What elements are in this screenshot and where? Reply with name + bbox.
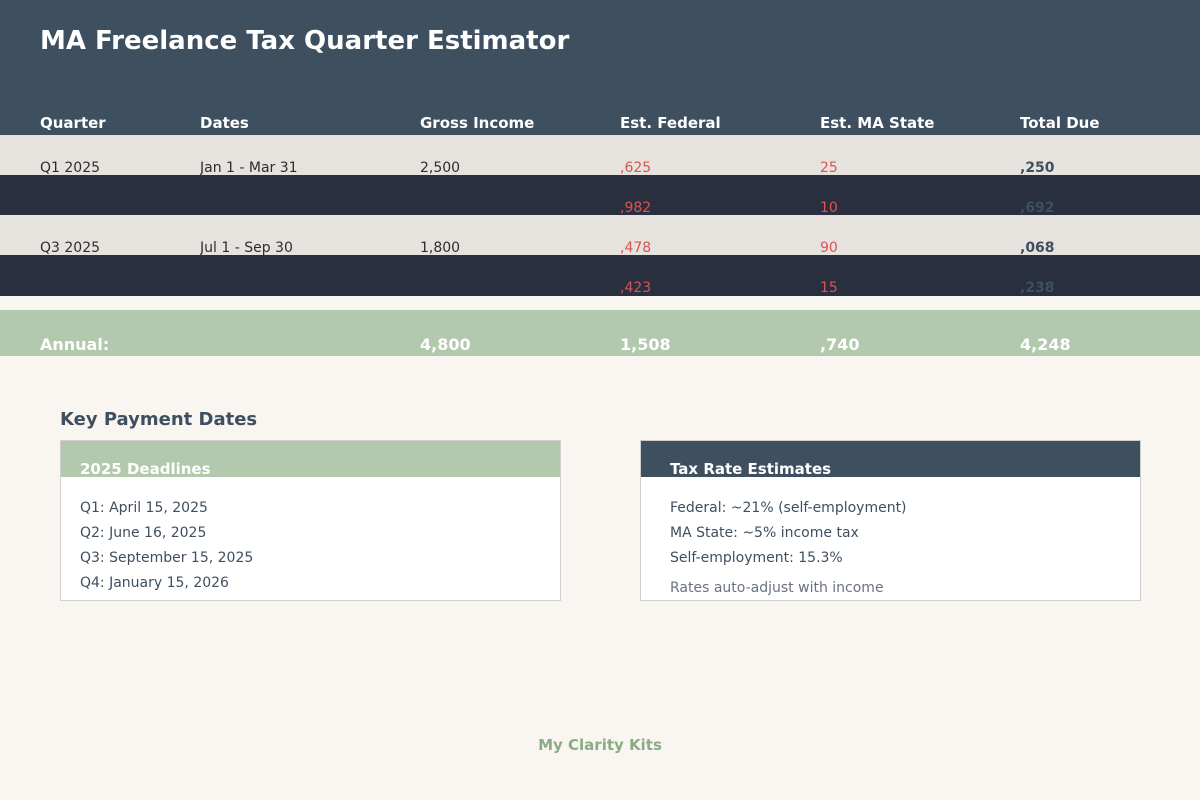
tax-rates-card-title: Tax Rate Estimates bbox=[670, 461, 832, 477]
section-title: Key Payment Dates bbox=[60, 409, 258, 430]
column-header-total-due: Total Due bbox=[1020, 114, 1100, 132]
deadlines-card-header: 2025 Deadlines bbox=[61, 441, 560, 477]
gross-income-cell: 1,800 bbox=[420, 240, 461, 255]
quarter-cell: Q1 2025 bbox=[40, 160, 101, 175]
table-row: ,423 15 ,238 bbox=[0, 255, 1200, 296]
dates-cell: Jul 1 - Sep 30 bbox=[200, 240, 293, 255]
deadline-item: Q3: September 15, 2025 bbox=[80, 550, 254, 566]
state-cell: 25 bbox=[820, 160, 838, 175]
table-row: Q1 2025 Jan 1 - Mar 31 2,500 ,625 25 ,25… bbox=[0, 135, 1200, 175]
annual-label: Annual: bbox=[40, 335, 110, 353]
deadline-item: Q1: April 15, 2025 bbox=[80, 500, 208, 516]
column-header-est-ma-state: Est. MA State bbox=[820, 114, 935, 132]
app-header: MA Freelance Tax Quarter Estimator Quart… bbox=[0, 0, 1200, 135]
state-cell: 15 bbox=[820, 280, 838, 295]
dates-cell: Jan 1 - Mar 31 bbox=[200, 160, 298, 175]
tax-rate-item: MA State: ~5% income tax bbox=[670, 525, 859, 541]
tax-rate-item: Federal: ~21% (self-employment) bbox=[670, 500, 907, 516]
tax-rate-note: Rates auto-adjust with income bbox=[670, 580, 884, 596]
gross-income-cell: 2,500 bbox=[420, 160, 461, 175]
total-due-cell: ,250 bbox=[1020, 160, 1055, 175]
footer-brand: My Clarity Kits bbox=[538, 736, 662, 754]
federal-cell: ,478 bbox=[620, 240, 652, 255]
column-header-dates: Dates bbox=[200, 114, 249, 132]
deadlines-card: 2025 Deadlines Q1: April 15, 2025 Q2: Ju… bbox=[60, 440, 561, 601]
tax-rates-card: Tax Rate Estimates Federal: ~21% (self-e… bbox=[640, 440, 1141, 601]
table-row: ,982 10 ,692 bbox=[0, 175, 1200, 215]
column-header-est-federal: Est. Federal bbox=[620, 114, 721, 132]
quarter-cell: Q3 2025 bbox=[40, 240, 101, 255]
federal-cell: ,625 bbox=[620, 160, 652, 175]
table-row: Q3 2025 Jul 1 - Sep 30 1,800 ,478 90 ,06… bbox=[0, 215, 1200, 255]
annual-federal: 1,508 bbox=[620, 335, 671, 353]
total-due-cell: ,238 bbox=[1020, 280, 1055, 295]
total-due-cell: ,068 bbox=[1020, 240, 1055, 255]
tax-rates-card-header: Tax Rate Estimates bbox=[641, 441, 1140, 477]
annual-gross-income: 4,800 bbox=[420, 335, 471, 353]
federal-cell: ,982 bbox=[620, 200, 652, 215]
annual-totals-row: Annual: 4,800 1,508 ,740 4,248 bbox=[0, 310, 1200, 356]
total-due-cell: ,692 bbox=[1020, 200, 1055, 215]
tax-rate-item: Self-employment: 15.3% bbox=[670, 550, 843, 566]
federal-cell: ,423 bbox=[620, 280, 652, 295]
deadline-item: Q4: January 15, 2026 bbox=[80, 575, 229, 591]
annual-total-due: 4,248 bbox=[1020, 335, 1071, 353]
app-title: MA Freelance Tax Quarter Estimator bbox=[40, 26, 570, 56]
state-cell: 90 bbox=[820, 240, 838, 255]
state-cell: 10 bbox=[820, 200, 838, 215]
column-header-gross-income: Gross Income bbox=[420, 114, 535, 132]
annual-state: ,740 bbox=[820, 335, 860, 353]
column-header-quarter: Quarter bbox=[40, 114, 106, 132]
deadline-item: Q2: June 16, 2025 bbox=[80, 525, 207, 541]
deadlines-card-title: 2025 Deadlines bbox=[80, 461, 211, 477]
